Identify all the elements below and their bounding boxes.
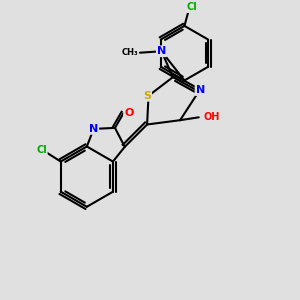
Text: Cl: Cl (36, 145, 47, 155)
Text: Cl: Cl (186, 2, 197, 12)
Text: OH: OH (204, 112, 220, 122)
Text: N: N (89, 124, 98, 134)
Text: N: N (157, 46, 166, 56)
Text: O: O (124, 108, 134, 118)
Text: N: N (196, 85, 205, 95)
Text: S: S (143, 91, 151, 101)
Text: CH₃: CH₃ (122, 48, 139, 57)
